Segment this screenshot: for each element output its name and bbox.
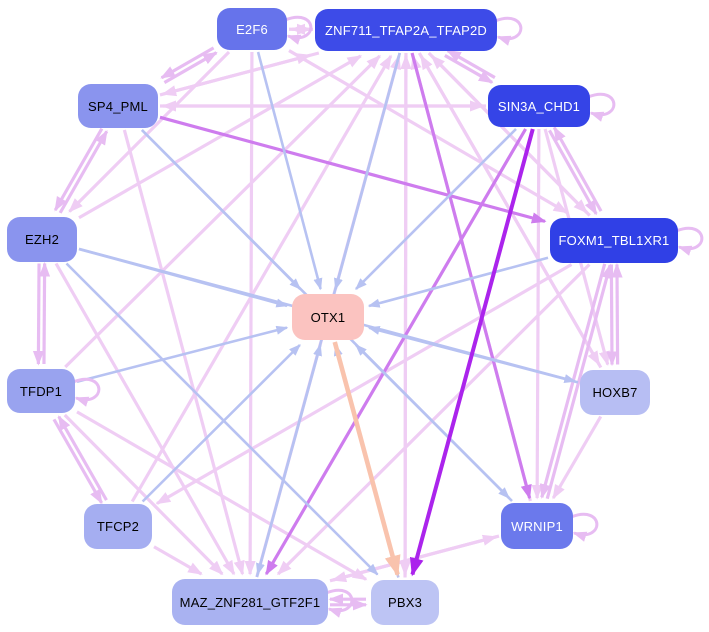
- node-foxm1[interactable]: FOXM1_TBL1XR1: [550, 217, 678, 263]
- edge-foxm1-sin3a[interactable]: [552, 126, 603, 212]
- node-hoxb7[interactable]: HOXB7: [580, 369, 650, 415]
- edge-e2f6-maz[interactable]: [244, 51, 256, 576]
- node-label-ezh2: EZH2: [24, 231, 60, 247]
- self-loop-sin3a[interactable]: [587, 92, 616, 122]
- node-label-maz: MAZ_ZNF281_GTF2F1: [179, 594, 321, 610]
- node-label-e2f6: E2F6: [236, 21, 268, 37]
- node-maz[interactable]: MAZ_ZNF281_GTF2F1: [172, 579, 328, 625]
- edge-ezh2-sp4[interactable]: [58, 130, 109, 214]
- edge-hoxb7-foxm1[interactable]: [611, 262, 623, 365]
- node-tfdp1[interactable]: TFDP1: [7, 369, 75, 413]
- node-sp4[interactable]: SP4_PML: [78, 84, 158, 128]
- self-loop-e2f6[interactable]: [284, 15, 313, 45]
- edge-sp4-foxm1[interactable]: [159, 115, 547, 224]
- node-wrnip1[interactable]: WRNIP1: [501, 503, 573, 549]
- node-label-wrnip1: WRNIP1: [511, 518, 563, 534]
- edge-tfcp2-otx1[interactable]: [141, 344, 301, 503]
- edge-ezh2-pbx3[interactable]: [65, 262, 379, 576]
- edge-sin3a-otx1[interactable]: [355, 128, 517, 290]
- edge-sp4-ezh2[interactable]: [53, 127, 104, 212]
- self-loop-wrnip1[interactable]: [570, 512, 599, 542]
- edge-sp4-maz[interactable]: [122, 129, 245, 576]
- node-otx1[interactable]: OTX1: [292, 294, 364, 340]
- edge-otx1-pbx3[interactable]: [332, 341, 401, 577]
- self-loop-foxm1[interactable]: [675, 226, 704, 256]
- self-loop-tfdp1[interactable]: [72, 377, 101, 407]
- self-loop-znf711[interactable]: [494, 16, 523, 46]
- self-loop-maz[interactable]: [325, 588, 354, 618]
- node-label-sp4: SP4_PML: [88, 98, 148, 114]
- node-label-pbx3: PBX3: [387, 594, 423, 610]
- edge-foxm1-hoxb7[interactable]: [606, 264, 618, 367]
- edge-znf711-pbx3[interactable]: [399, 52, 411, 577]
- edge-foxm1-otx1[interactable]: [367, 256, 549, 308]
- node-ezh2[interactable]: EZH2: [7, 216, 77, 262]
- node-pbx3[interactable]: PBX3: [371, 579, 439, 625]
- edge-sin3a-foxm1[interactable]: [548, 129, 598, 216]
- node-label-sin3a: SIN3A_CHD1: [497, 98, 581, 114]
- edge-wrnip1-foxm1[interactable]: [545, 263, 613, 500]
- edge-tfcp2-maz[interactable]: [153, 545, 203, 576]
- edge-tfcp2-tfdp1[interactable]: [57, 415, 108, 501]
- node-label-otx1: OTX1: [310, 309, 346, 325]
- node-znf711[interactable]: ZNF711_TFAP2A_TFAP2D: [315, 9, 497, 51]
- edge-znf711-otx1[interactable]: [334, 52, 402, 291]
- edge-e2f6-ezh2[interactable]: [68, 50, 231, 213]
- edge-tfdp1-maz[interactable]: [63, 413, 224, 576]
- edge-wrnip1-otx1[interactable]: [355, 344, 513, 502]
- edge-sin3a-maz[interactable]: [264, 128, 527, 576]
- edge-e2f6-otx1[interactable]: [256, 51, 323, 291]
- node-label-tfcp2: TFCP2: [96, 518, 140, 534]
- node-label-hoxb7: HOXB7: [592, 384, 638, 400]
- edge-maz-otx1[interactable]: [255, 343, 322, 578]
- node-label-znf711: ZNF711_TFAP2A_TFAP2D: [325, 22, 487, 38]
- edge-tfdp1-pbx3[interactable]: [76, 410, 368, 581]
- edge-e2f6-foxm1[interactable]: [288, 49, 569, 214]
- edge-tfdp1-otx1[interactable]: [76, 325, 289, 383]
- edge-hoxb7-wrnip1[interactable]: [551, 415, 603, 500]
- edge-znf711-wrnip1[interactable]: [410, 52, 532, 500]
- edge-sin3a-pbx3[interactable]: [409, 128, 535, 577]
- edge-ezh2-otx1[interactable]: [78, 247, 289, 308]
- edge-tfdp1-tfcp2[interactable]: [52, 418, 103, 505]
- edge-foxm1-tfcp2[interactable]: [155, 263, 573, 505]
- edge-ezh2-maz[interactable]: [54, 262, 236, 576]
- edge-ezh2-tfdp1[interactable]: [32, 263, 45, 366]
- edge-znf711-foxm1[interactable]: [427, 51, 588, 214]
- edge-tfdp1-ezh2[interactable]: [38, 261, 51, 365]
- edge-sin3a-wrnip1[interactable]: [531, 128, 543, 500]
- edge-sin3a-znf711[interactable]: [446, 49, 496, 79]
- node-label-foxm1: FOXM1_TBL1XR1: [558, 232, 670, 248]
- node-tfcp2[interactable]: TFCP2: [84, 503, 152, 549]
- edge-tfcp2-znf711[interactable]: [130, 54, 393, 503]
- edge-sp4-otx1[interactable]: [140, 129, 302, 290]
- edge-ezh2-znf711[interactable]: [78, 54, 363, 220]
- edge-znf711-sp4[interactable]: [161, 51, 320, 97]
- node-sin3a[interactable]: SIN3A_CHD1: [488, 85, 590, 127]
- node-e2f6[interactable]: E2F6: [217, 8, 287, 50]
- node-label-tfdp1: TFDP1: [19, 383, 63, 399]
- edge-sp4-e2f6[interactable]: [163, 51, 218, 84]
